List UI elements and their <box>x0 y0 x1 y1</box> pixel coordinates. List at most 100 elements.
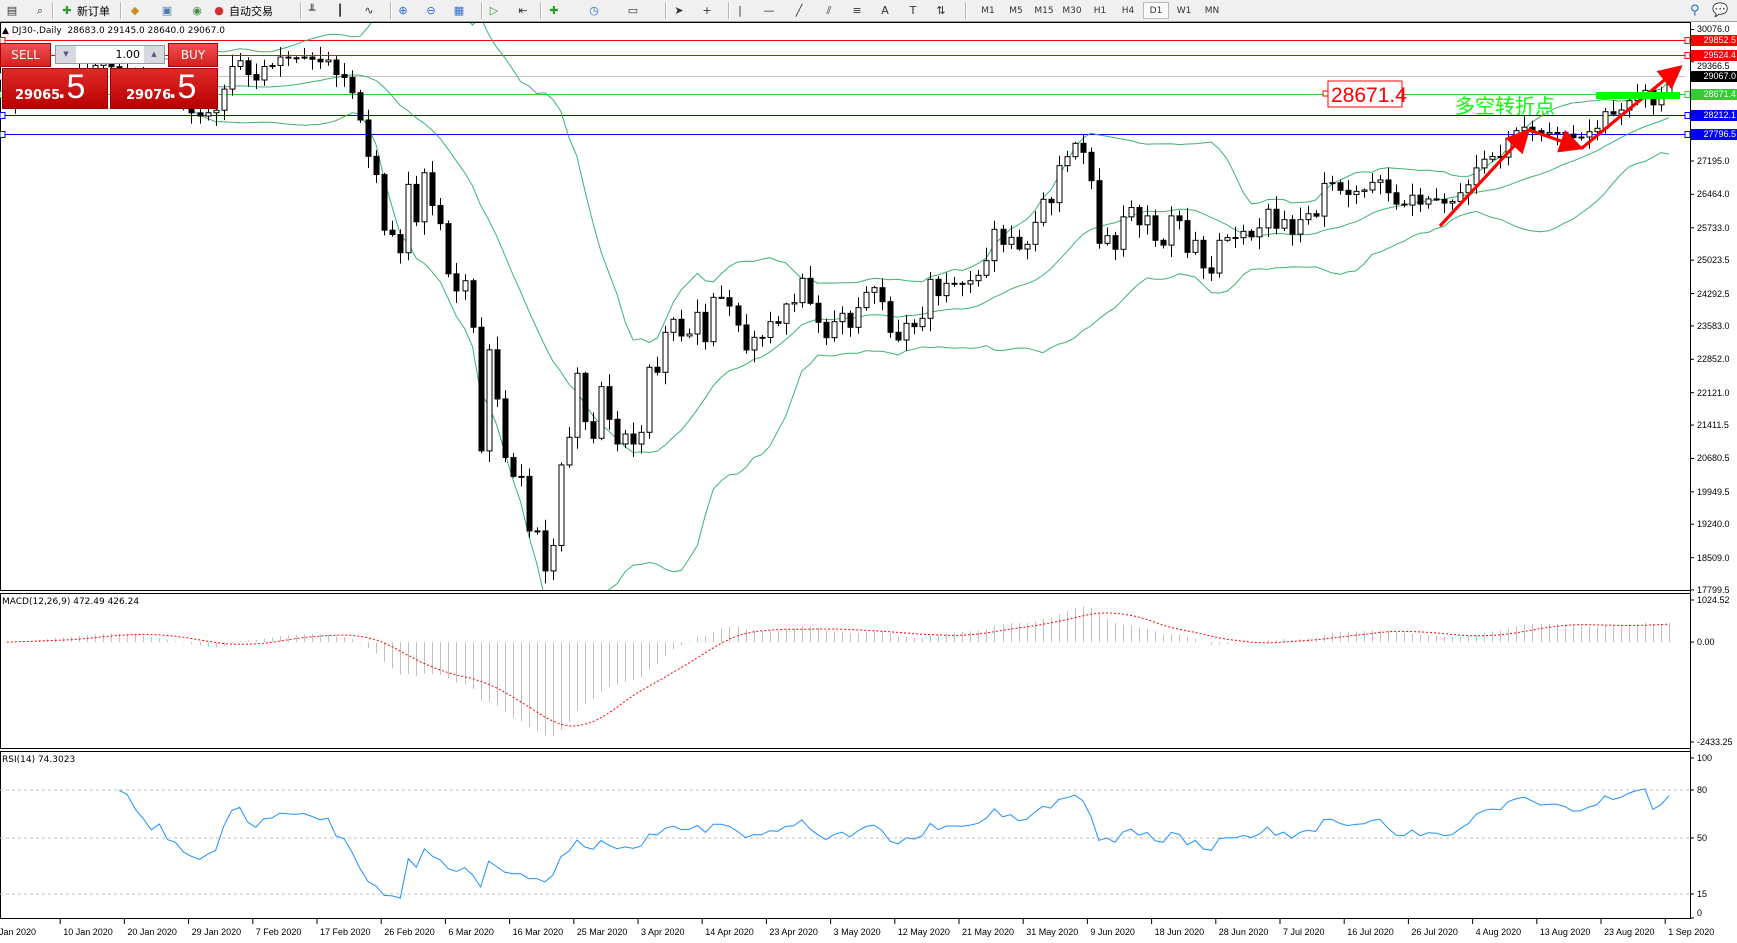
line-anchor-handle[interactable] <box>1684 131 1691 138</box>
toolbar-button-line-chart[interactable]: ∿ <box>362 2 379 19</box>
toolbar-button-vertical-line[interactable]: | <box>733 2 750 19</box>
arrow-segment[interactable] <box>1528 128 1584 153</box>
main-pane-border <box>0 22 1691 591</box>
candle <box>951 276 958 287</box>
chat-icon[interactable]: 💬 <box>1712 3 1729 18</box>
timeframe-h4[interactable]: H4 <box>1121 5 1135 16</box>
bear-candle-body <box>293 57 300 60</box>
chart-header: ▲ DJ30-,Daily 28683.0 29145.0 28640.0 29… <box>2 26 225 36</box>
price-axis-label: 25733.0 <box>1697 222 1730 233</box>
toolbar-button-auto-trading[interactable]: ● 自动交易 <box>212 2 273 19</box>
candle <box>1465 179 1472 206</box>
lot-increase-button[interactable]: ▲ <box>144 46 164 63</box>
candle <box>421 168 428 235</box>
sell-button[interactable]: SELL <box>0 43 51 67</box>
toolbar-button-candlestick[interactable]: ┃ <box>333 2 350 19</box>
sell-price-main: 29065 <box>15 88 61 103</box>
lot-decrease-button[interactable]: ▼ <box>56 46 76 63</box>
toolbar-button-crosshair[interactable]: + <box>700 2 717 19</box>
arrow-segment[interactable] <box>1581 65 1683 150</box>
candle <box>1417 187 1424 212</box>
line-anchor-handle[interactable] <box>1684 91 1691 98</box>
search-icon[interactable]: ⚲ <box>1690 3 1700 18</box>
toolbar-button-metaeditor[interactable]: ◆ <box>128 2 145 19</box>
lot-size-input[interactable]: 1.00 <box>115 48 141 61</box>
line-anchor-handle[interactable] <box>1685 73 1690 80</box>
collapse-triangle-icon[interactable]: ▲ <box>2 26 12 36</box>
toolbar-button-horizontal-line[interactable]: — <box>762 2 779 19</box>
timeframe-m15[interactable]: M15 <box>1034 5 1054 16</box>
toolbar-button-templates[interactable]: ▭ <box>626 2 643 19</box>
candle <box>1176 210 1183 230</box>
line-anchor-handle[interactable] <box>0 131 6 138</box>
toolbar-button-text[interactable]: A <box>878 2 895 19</box>
toolbar-button-zoom-chart[interactable]: ⌕ <box>33 2 50 19</box>
toolbar-button-new-order[interactable]: ✚ 新订单 <box>60 2 110 19</box>
candle <box>1273 196 1280 235</box>
bear-candle-body <box>470 280 477 328</box>
price-axis-label: 27195.0 <box>1697 156 1730 166</box>
line-anchor-handle[interactable] <box>0 112 6 119</box>
bull-candle-body <box>261 66 268 81</box>
bull-candle-body <box>574 372 581 438</box>
candle <box>855 297 862 334</box>
toolbar-button-text-label[interactable]: T <box>906 2 923 19</box>
trendline-icon: ╱ <box>795 3 803 17</box>
bear-candle-body <box>1016 236 1023 250</box>
line-anchor-handle[interactable] <box>1684 37 1691 44</box>
timeframe-m30[interactable]: M30 <box>1062 5 1082 16</box>
annotation-text[interactable]: 多空转折点 <box>1455 94 1555 118</box>
arrow-segment[interactable] <box>1438 128 1531 228</box>
timeframe-h1[interactable]: H1 <box>1093 5 1107 16</box>
bull-candle-body <box>1265 208 1272 229</box>
candle <box>582 371 589 430</box>
bear-candle-body <box>935 278 942 297</box>
toolbar-button-auto-scroll[interactable]: ▷ <box>487 2 504 19</box>
green-zone-rectangle[interactable] <box>1596 92 1680 99</box>
buy-price[interactable]: 29076 .5 <box>110 68 218 109</box>
rsi-line <box>118 788 1670 899</box>
toolbar-button-zoom-in[interactable]: ⊕ <box>396 2 413 19</box>
toolbar-separator <box>300 2 302 19</box>
price-label-anchor[interactable] <box>1322 90 1329 97</box>
timeframe-d1[interactable]: D1 <box>1143 2 1169 19</box>
bull-candle-body <box>1216 239 1223 274</box>
sell-price[interactable]: 29065 .5 <box>2 68 108 109</box>
toolbar-button-chart-shift[interactable]: ⇤ <box>516 2 533 19</box>
date-axis-label: 25 Mar 2020 <box>576 927 628 937</box>
timeframe-m1[interactable]: M1 <box>981 5 995 16</box>
timeframe-w1[interactable]: W1 <box>1176 5 1192 16</box>
toolbar-button-arrows[interactable]: ⇅ <box>934 2 951 19</box>
candle <box>365 109 372 168</box>
candle <box>694 299 701 345</box>
candle <box>470 278 477 333</box>
toolbar-button-bar-chart[interactable]: ╨ <box>305 2 322 19</box>
toolbar-button-zoom-out[interactable]: ⊖ <box>424 2 441 19</box>
toolbar-button-tile-windows[interactable]: ▦ <box>452 2 469 19</box>
bull-candle-body <box>1409 194 1416 206</box>
toolbar-button-equidistant-channel[interactable]: ⫽ <box>822 2 839 19</box>
line-anchor-handle[interactable] <box>1684 112 1691 119</box>
price-axis-label: 18509.0 <box>1697 552 1730 563</box>
timeframe-mn[interactable]: MN <box>1204 5 1220 16</box>
candle <box>229 54 236 96</box>
toolbar-button-cursor[interactable]: ➤ <box>672 2 689 19</box>
toolbar-button-trendline[interactable]: ╱ <box>792 2 809 19</box>
buy-button[interactable]: BUY <box>168 43 218 67</box>
toolbar-button-indicators[interactable]: ✚ <box>547 2 564 19</box>
bear-candle-body <box>1273 208 1280 229</box>
toolbar-button-periods[interactable]: ◷ <box>587 2 604 19</box>
price-label-box[interactable] <box>1327 80 1403 108</box>
toolbar-button-market-watch[interactable]: ▣ <box>160 2 177 19</box>
toolbar-button-signals[interactable]: ◉ <box>190 2 207 19</box>
candle <box>445 220 452 278</box>
date-axis-label: 29 Jan 2020 <box>191 927 242 937</box>
date-axis-label: 16 Mar 2020 <box>512 927 564 937</box>
toolbar-button-chart-window[interactable]: ▤ <box>5 2 22 19</box>
bull-candle-body <box>646 366 653 433</box>
timeframe-m5[interactable]: M5 <box>1009 5 1023 16</box>
toolbar-button-fibonacci[interactable]: ≡ <box>850 2 867 19</box>
bull-candle-body <box>863 291 870 309</box>
line-anchor-handle[interactable] <box>1684 52 1691 59</box>
